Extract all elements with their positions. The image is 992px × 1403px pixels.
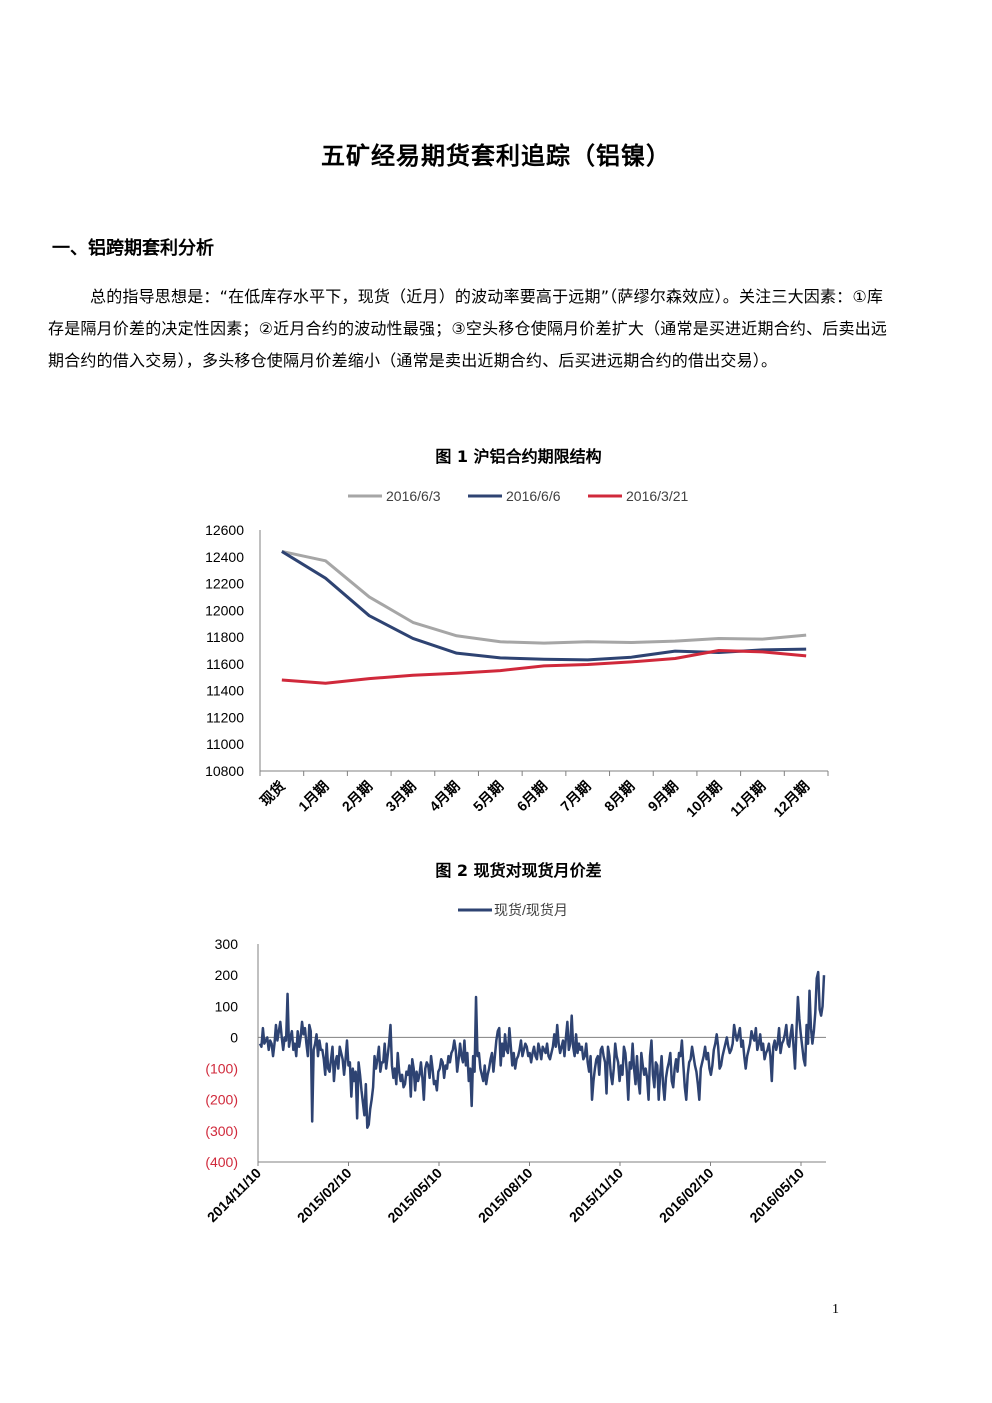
chart1-x-tick-label: 11月期 xyxy=(727,778,769,820)
chart2-x-tick-label: 2014/11/10 xyxy=(204,1165,264,1225)
chart1-x-tick-label: 4月期 xyxy=(426,778,463,815)
chart2-y-tick-label: (300) xyxy=(205,1123,238,1139)
chart2-legend-item: 现货/现货月 xyxy=(458,902,568,918)
chart2-x-tick-label: 2015/05/10 xyxy=(384,1165,445,1226)
chart1-y-tick-label: 11400 xyxy=(206,683,244,699)
chart1-x-tick-label: 现货 xyxy=(257,778,288,809)
chart1-x-tick-label: 9月期 xyxy=(645,778,682,815)
chart1-x-tick-label: 2月期 xyxy=(339,778,376,815)
section-heading: 一、铝跨期套利分析 xyxy=(52,238,214,259)
chart2-y-tick-label: 300 xyxy=(215,936,239,952)
chart1-term-structure: 2016/6/3 2016/6/6 2016/3/21 12600 12400 12200… xyxy=(205,488,829,820)
chart1-y-tick-label: 11000 xyxy=(206,736,244,752)
chart1-x-tick-label: 7月期 xyxy=(557,778,594,815)
chart1-series-line xyxy=(281,550,807,662)
body-paragraph: 总的指导思想是：“在低库存水平下，现货（近月）的波动率要高于远期”（萨缪尔森效应… xyxy=(48,287,888,370)
chart1-legend-item: 2016/3/21 xyxy=(588,488,688,504)
chart2-y-tick-label: 200 xyxy=(215,967,239,983)
chart2-y-tick-label: (200) xyxy=(205,1092,238,1108)
chart2-series-line xyxy=(258,970,826,1129)
chart2-x-tick-label: 2015/02/10 xyxy=(294,1165,355,1226)
chart1-legend-label: 2016/6/6 xyxy=(506,488,561,504)
chart1-y-tick-label: 11600 xyxy=(206,656,244,672)
chart2-title: 图 2 现货对现货月价差 xyxy=(435,861,602,880)
chart1-y-tick-label: 12200 xyxy=(205,576,244,592)
chart1-series-line xyxy=(281,649,807,685)
chart2-y-tick-label: (400) xyxy=(205,1154,238,1170)
page-number: 1 xyxy=(832,1302,839,1317)
chart1-y-tick-label: 12400 xyxy=(205,549,244,565)
chart1-series-line xyxy=(281,549,807,645)
chart1-y-tick-label: 12000 xyxy=(205,602,244,618)
chart1-legend-item: 2016/6/6 xyxy=(468,488,561,504)
chart2-x-tick-label: 2015/11/10 xyxy=(566,1165,626,1225)
chart1-x-tick-label: 10月期 xyxy=(683,778,725,820)
chart1-x-tick-label: 6月期 xyxy=(513,778,550,815)
chart2-legend-label: 现货/现货月 xyxy=(494,902,568,918)
chart2-x-tick-label: 2016/05/10 xyxy=(746,1165,807,1226)
chart1-y-tick-label: 11800 xyxy=(206,629,244,645)
chart2-spread: 现货/现货月 300 200 100 0 (100) (200) (300) (400)2014… xyxy=(204,902,826,1226)
chart2-y-tick-label: 100 xyxy=(215,998,239,1014)
chart1-x-tick-label: 5月期 xyxy=(470,778,507,815)
chart1-legend-label: 2016/3/21 xyxy=(626,488,688,504)
chart1-x-tick-label: 8月期 xyxy=(601,778,638,815)
chart1-y-tick-label: 10800 xyxy=(205,763,244,779)
chart1-x-tick-label: 1月期 xyxy=(295,778,332,815)
chart2-x-tick-label: 2015/08/10 xyxy=(475,1165,536,1226)
chart2-x-tick-label: 2016/02/10 xyxy=(656,1165,717,1226)
chart1-x-tick-label: 3月期 xyxy=(382,778,419,815)
chart1-y-tick-label: 12600 xyxy=(205,522,244,538)
chart2-y-tick-label: (100) xyxy=(205,1061,238,1077)
chart2-y-tick-label: 0 xyxy=(230,1029,238,1045)
document-title: 五矿经易期货套利追踪（铝镍） xyxy=(321,142,671,170)
chart1-y-tick-label: 11200 xyxy=(206,709,244,725)
chart1-legend-item: 2016/6/3 xyxy=(348,488,441,504)
chart1-legend-label: 2016/6/3 xyxy=(386,488,441,504)
chart1-x-tick-label: 12月期 xyxy=(770,778,812,820)
chart1-title: 图 1 沪铝合约期限结构 xyxy=(435,447,602,466)
